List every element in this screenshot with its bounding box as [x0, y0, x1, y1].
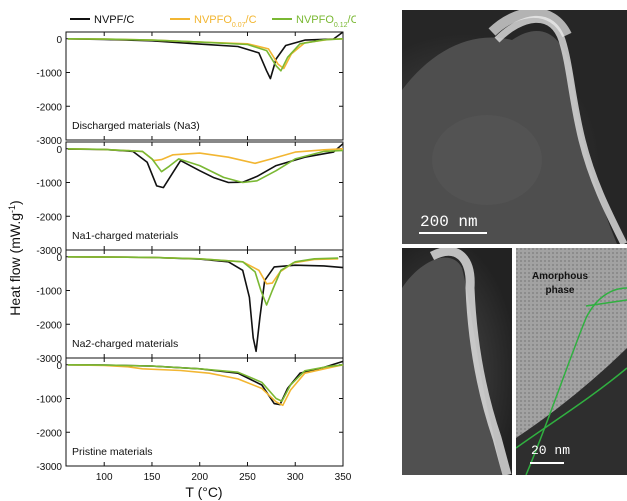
scale-bar-20nm: 20 nm [531, 443, 571, 458]
x-tick-label: 250 [239, 472, 256, 483]
y-tick-label: 0 [56, 253, 62, 264]
y-tick-label: -1000 [36, 395, 62, 406]
y-tick-label: -3000 [36, 462, 62, 473]
legend-label-0: NVPF/C [94, 14, 134, 26]
legend-label-2: NVPFO0.12/C [296, 14, 356, 29]
x-tick-label: 150 [144, 472, 161, 483]
panel-2: 0 -1000 -2000 -3000 Na2-charged materials [36, 249, 344, 365]
series-line-2 [67, 148, 344, 184]
panel-label: Na1-charged materials [72, 230, 178, 242]
series-line-1 [67, 148, 344, 165]
panel-1: 0 -1000 -2000 -3000 Na1-charged materials [36, 141, 344, 257]
x-tick-label: 300 [287, 472, 304, 483]
dsc-chart-stack: NVPF/C NVPFO0.07/C NVPFO0.12/C 0 -1000 -2000… [7, 14, 356, 500]
y-tick-label: 0 [56, 35, 62, 46]
panel-0: 0 -1000 -2000 -3000 Discharged materials (Na… [36, 31, 344, 147]
x-axis: 100 150 200 250 300 350 [96, 472, 352, 483]
panel-label: Discharged materials (Na3) [72, 120, 200, 132]
y-tick-label: 0 [56, 361, 62, 372]
tem-micrograph-zoom-left [402, 248, 512, 475]
panel-frame [65, 31, 344, 141]
chart-legend: NVPF/C NVPFO0.07/C NVPFO0.12/C [70, 14, 356, 29]
series-line-0 [67, 360, 344, 406]
y-tick-label: -3000 [36, 354, 62, 365]
y-tick-label: -1000 [36, 179, 62, 190]
panel-3: 0 -1000 -2000 -3000 Pristine materials [36, 357, 344, 473]
chart-panels: 0 -1000 -2000 -3000 Discharged materials (Na… [36, 31, 344, 473]
hrtem-micrograph-inset: Amorphous phase 20 nm [516, 248, 627, 475]
y-axis-label: Heat flow (mW.g-1) [7, 200, 23, 315]
y-tick-label: -1000 [36, 69, 62, 80]
series-line-2 [67, 364, 344, 402]
y-tick-label: -2000 [36, 320, 62, 331]
series-line-0 [67, 143, 344, 189]
y-tick-label: -2000 [36, 212, 62, 223]
scale-bar-200nm: 200 nm [420, 213, 478, 231]
legend-label-1: NVPFO0.07/C [194, 14, 257, 29]
x-tick-label: 100 [96, 472, 113, 483]
amorphous-phase-label: Amorphous phase [531, 271, 589, 296]
y-tick-label: -3000 [36, 136, 62, 147]
series-line-2 [67, 38, 344, 72]
panel-label: Pristine materials [72, 446, 153, 458]
y-tick-label: 0 [56, 145, 62, 156]
x-tick-label: 350 [335, 472, 352, 483]
panel-label: Na2-charged materials [72, 338, 178, 350]
y-tick-label: -2000 [36, 102, 62, 113]
y-tick-label: -2000 [36, 428, 62, 439]
y-tick-label: -1000 [36, 287, 62, 298]
series-line-1 [67, 364, 344, 407]
x-tick-label: 200 [191, 472, 208, 483]
tem-micrograph-overview: 200 nm [402, 10, 627, 244]
series-line-2 [67, 256, 339, 306]
x-axis-label: T (°C) [185, 484, 222, 500]
y-tick-label: -3000 [36, 246, 62, 257]
panel-frame [65, 357, 344, 467]
